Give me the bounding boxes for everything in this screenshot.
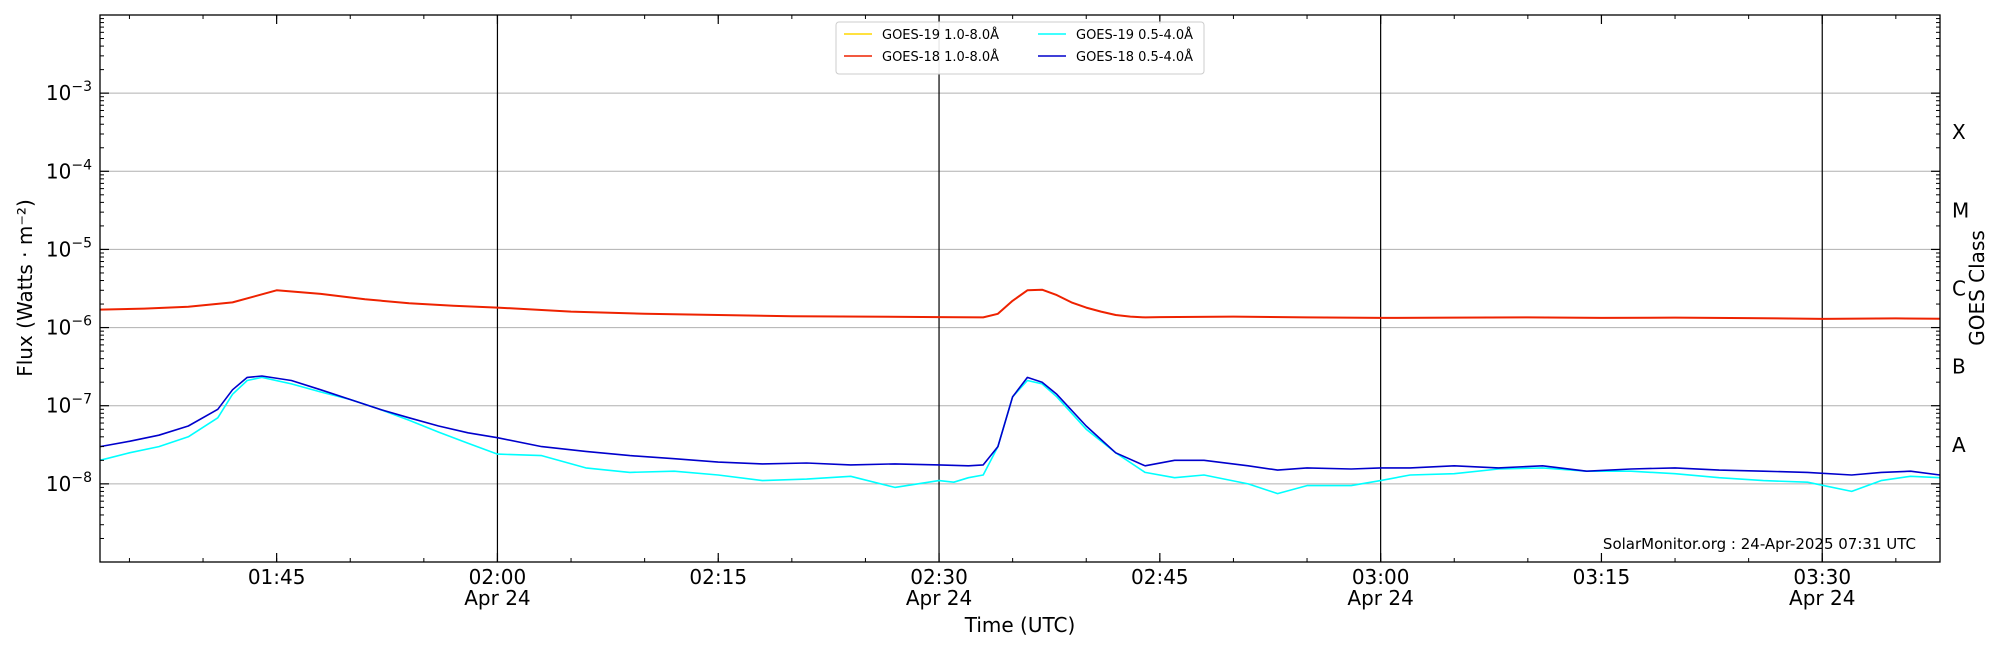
y-tick-label: 10−4 bbox=[46, 157, 92, 183]
y-tick-label: 10−6 bbox=[46, 314, 92, 340]
goes-class-label: X bbox=[1952, 120, 1966, 144]
goes-class-labels: X M C B A bbox=[1952, 120, 1969, 457]
x-tick-label: 03:00 bbox=[1352, 565, 1410, 589]
x-tick-label: 02:30 bbox=[910, 565, 968, 589]
goes-class-label: C bbox=[1952, 277, 1966, 301]
y-axis-title: Flux (Watts · m⁻²) bbox=[13, 199, 37, 377]
legend-label-2: GOES-19 0.5-4.0Å bbox=[1076, 27, 1193, 43]
legend-label-0: GOES-19 1.0-8.0Å bbox=[882, 27, 999, 43]
x-tick-label: 03:15 bbox=[1573, 565, 1631, 589]
y-tick-label: 10−8 bbox=[46, 470, 92, 496]
x-axis-title: Time (UTC) bbox=[964, 613, 1076, 637]
plot-frame bbox=[99, 14, 1941, 563]
series-line-2 bbox=[99, 376, 1941, 495]
day-lines bbox=[496, 15, 1823, 562]
y-tick-label: 10−7 bbox=[46, 392, 92, 418]
legend-frame bbox=[835, 21, 1205, 75]
goes-class-label: M bbox=[1952, 198, 1969, 222]
annotation-watermark: SolarMonitor.org : 24-Apr-2025 07:31 UTC bbox=[1603, 535, 1916, 553]
goes-class-label: B bbox=[1952, 355, 1966, 379]
x-tick-label: 02:15 bbox=[689, 565, 747, 589]
y-axis-ticks: 10−3 10−4 10−5 10−6 10−7 10−8 bbox=[46, 18, 1940, 539]
goes-class-label: A bbox=[1952, 433, 1966, 457]
grid-layer bbox=[100, 92, 1940, 485]
x-tick-label: 03:30 bbox=[1793, 565, 1851, 589]
x-tick-label: 02:00 bbox=[469, 565, 527, 589]
y2-axis-title: GOES Class bbox=[1965, 230, 1989, 346]
legend: GOES-19 1.0-8.0Å GOES-18 1.0-8.0Å GOES-19 … bbox=[835, 21, 1205, 75]
y-tick-label: 10−3 bbox=[46, 79, 92, 105]
series-line-3 bbox=[99, 375, 1941, 476]
series-line-1 bbox=[99, 288, 1941, 320]
x-tick-date-label: Apr 24 bbox=[1347, 586, 1413, 610]
x-tick-label: 02:45 bbox=[1131, 565, 1189, 589]
y-tick-label: 10−5 bbox=[46, 235, 92, 261]
x-tick-date-label: Apr 24 bbox=[906, 586, 972, 610]
x-tick-date-label: Apr 24 bbox=[464, 586, 530, 610]
series-layer bbox=[99, 288, 1941, 495]
x-tick-label: 01:45 bbox=[248, 565, 306, 589]
legend-label-1: GOES-18 1.0-8.0Å bbox=[882, 49, 999, 65]
legend-label-3: GOES-18 0.5-4.0Å bbox=[1076, 49, 1193, 65]
x-tick-date-label: Apr 24 bbox=[1789, 586, 1855, 610]
